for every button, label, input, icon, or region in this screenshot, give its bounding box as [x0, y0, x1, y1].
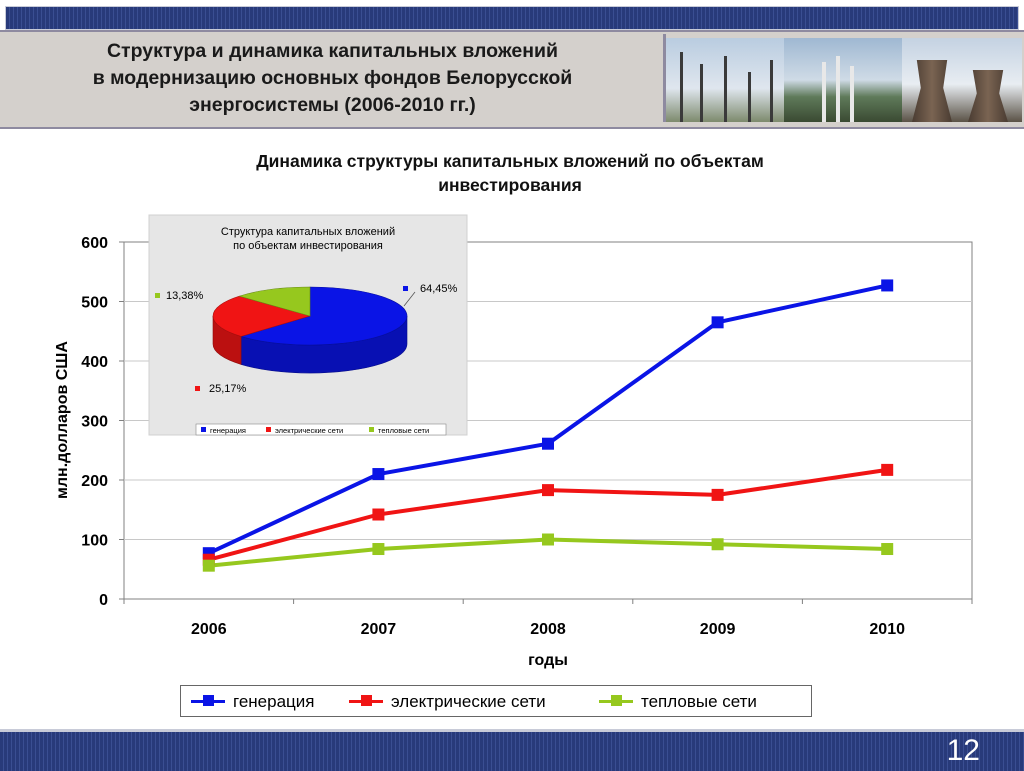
x-axis-title: годы: [528, 652, 568, 669]
slide-title-line-3: энергосистемы (2006-2010 гг.): [189, 94, 476, 116]
chart-title: Динамика структуры капитальных вложений …: [150, 149, 870, 197]
substation-photo: [666, 38, 784, 122]
pylon: [724, 56, 727, 122]
pie-slice-3: [238, 286, 311, 317]
y-tick-label: 600: [81, 235, 108, 252]
pylon: [700, 64, 703, 122]
series-1-point: [881, 279, 894, 292]
pie-label-leader: [403, 291, 416, 307]
pie-title-line-1: Структура капитальных вложений: [221, 226, 395, 238]
y-tick-label: 0: [99, 592, 108, 609]
pie-label-marker-1: [403, 286, 408, 291]
legend-label-generation: генерация: [233, 692, 315, 711]
y-tick-label: 400: [81, 354, 108, 371]
power-plant-photo-strip: [666, 38, 1022, 122]
chart-title-line-2: инвестирования: [438, 175, 582, 195]
series-3-point: [881, 543, 894, 556]
slide-title-line-2: в модернизацию основных фондов Белорусск…: [92, 67, 573, 89]
page-number: 12: [946, 734, 980, 767]
series-3-point: [542, 533, 554, 546]
pie-slice-label-2: 25,17%: [209, 383, 247, 395]
slide-header: Структура и динамика капитальных вложени…: [0, 30, 1024, 129]
pie-legend-marker-2: [266, 427, 271, 432]
pie-title-line-2: по объектам инвестирования: [233, 240, 383, 252]
top-stripe: [5, 6, 1019, 30]
legend-label-electric: электрические сети: [391, 692, 546, 711]
legend-marker-generation: [203, 695, 214, 706]
series-2-point: [542, 484, 554, 497]
pie-label-marker-3: [155, 293, 160, 298]
line-chart-legend: генерация электрические сети тепловые се…: [180, 685, 812, 717]
series-2-point: [881, 463, 894, 476]
pie-legend-marker-3: [369, 427, 374, 432]
pie-slice-label-1: 64,45%: [420, 283, 458, 295]
x-tick-label: 2008: [530, 621, 566, 638]
pie-label-marker-2: [195, 386, 200, 391]
series-3-point: [372, 543, 385, 556]
series-2-point: [372, 508, 385, 521]
y-tick-label: 100: [81, 533, 108, 550]
header-divider: [663, 34, 666, 122]
footer-bar: 12: [0, 729, 1024, 771]
top-decorative-bar: [0, 0, 1024, 30]
legend-label-thermal: тепловые сети: [641, 692, 757, 711]
cooling-towers-photo: [902, 38, 1022, 122]
legend-marker-electric: [361, 695, 372, 706]
chimney: [850, 66, 854, 122]
chimney: [836, 56, 840, 122]
x-tick-label: 2010: [869, 621, 905, 638]
slide-title: Структура и динамика капитальных вложени…: [20, 38, 645, 119]
pie-legend-marker-1: [201, 427, 206, 432]
series-3-point: [202, 559, 215, 572]
pie-legend-label-3: тепловые сети: [378, 426, 429, 435]
pylon: [770, 60, 773, 122]
pylon: [748, 72, 751, 122]
pie-legend-box: [195, 423, 447, 436]
x-tick-label: 2007: [361, 621, 397, 638]
x-tick-label: 2009: [700, 621, 736, 638]
chimney: [822, 62, 826, 122]
legend-marker-thermal: [611, 695, 622, 706]
chart-title-line-1: Динамика структуры капитальных вложений …: [256, 151, 764, 171]
series-3-point: [711, 538, 724, 551]
power-station-photo: [784, 38, 902, 122]
series-1-point: [542, 437, 554, 450]
y-tick-label: 500: [81, 295, 108, 312]
series-2-point: [711, 488, 724, 501]
series-1-point: [372, 468, 385, 481]
series-1-point: [711, 316, 724, 329]
x-tick-label: 2006: [191, 621, 227, 638]
pie-slice-1: [240, 286, 408, 346]
pylon: [680, 52, 683, 122]
slide-title-line-1: Структура и динамика капитальных вложени…: [106, 40, 559, 62]
y-axis-title: млн.долларов США: [54, 341, 71, 499]
pie-legend-label-1: генерация: [210, 426, 246, 435]
pie-legend-label-2: электрические сети: [275, 426, 343, 435]
y-tick-label: 300: [81, 414, 108, 431]
y-tick-label: 200: [81, 473, 108, 490]
pie-slice-2: [212, 295, 312, 337]
pie-slice-label-3: 13,38%: [166, 290, 204, 302]
